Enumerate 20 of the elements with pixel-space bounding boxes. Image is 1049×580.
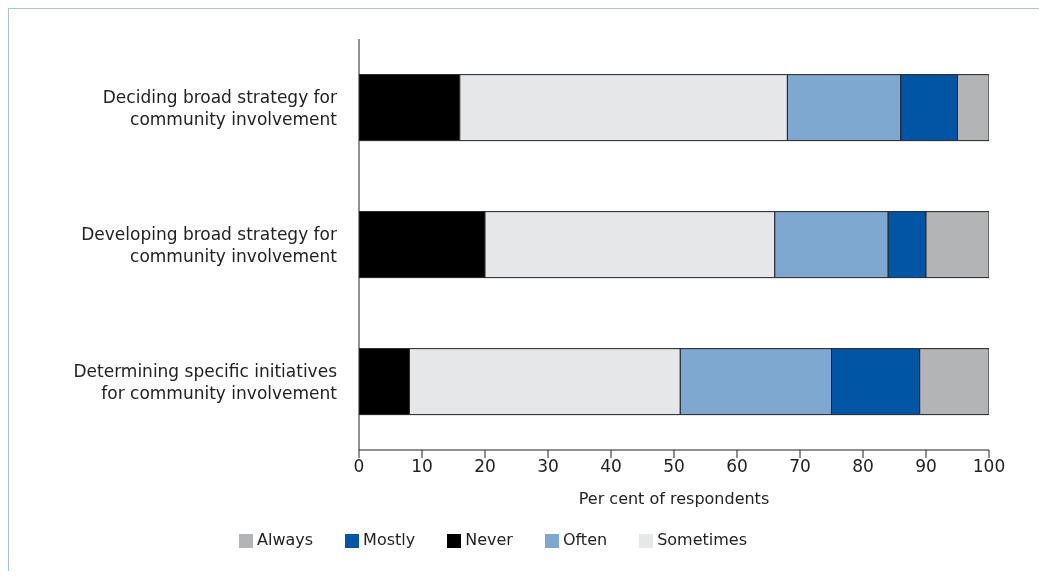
legend-label: Never	[465, 530, 513, 549]
x-tick-label: 20	[474, 456, 496, 477]
x-tick-label: 90	[915, 456, 937, 477]
y-tick-label: Developing broad strategy for community involvement	[81, 223, 338, 266]
x-tick-label: 70	[789, 456, 811, 477]
x-tick-label: 30	[537, 456, 559, 477]
x-tick-label: 80	[852, 456, 874, 477]
y-tick-label: Determining specific initiatives for community involvement	[73, 360, 338, 403]
x-tick-label: 50	[663, 456, 685, 477]
x-axis-title: Per cent of respondents	[578, 489, 770, 508]
y-tick-label: Deciding broad strategy for community involvement	[102, 86, 338, 129]
x-tick-label: 100	[972, 456, 1006, 477]
legend-label: Always	[257, 530, 314, 549]
x-tick-label: 10	[411, 456, 433, 477]
x-tick-label: 40	[600, 456, 622, 477]
legend-label: Often	[562, 530, 608, 549]
x-tick-label: 0	[353, 456, 365, 477]
legend-label: Mostly	[363, 530, 416, 549]
legend-label: Sometimes	[657, 530, 747, 549]
x-tick-label: 60	[726, 456, 748, 477]
